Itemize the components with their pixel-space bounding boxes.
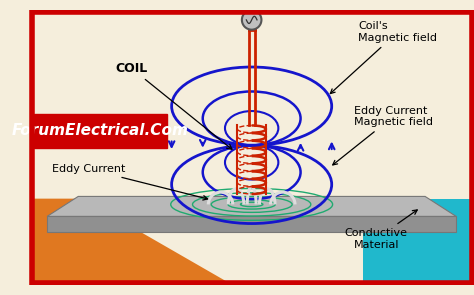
Text: ForumElectrical.Com: ForumElectrical.Com [12,123,189,138]
Polygon shape [47,196,456,217]
Text: Conductive
Material: Conductive Material [345,210,417,250]
Circle shape [242,10,262,30]
FancyBboxPatch shape [34,114,167,148]
Polygon shape [32,199,229,283]
Text: COIL: COIL [116,62,232,149]
Text: Eddy Current: Eddy Current [52,164,208,200]
Polygon shape [363,199,472,283]
Text: Coil's
Magnetic field: Coil's Magnetic field [330,21,438,94]
Text: Eddy Current
Magnetic field: Eddy Current Magnetic field [333,106,433,165]
Polygon shape [47,217,456,232]
